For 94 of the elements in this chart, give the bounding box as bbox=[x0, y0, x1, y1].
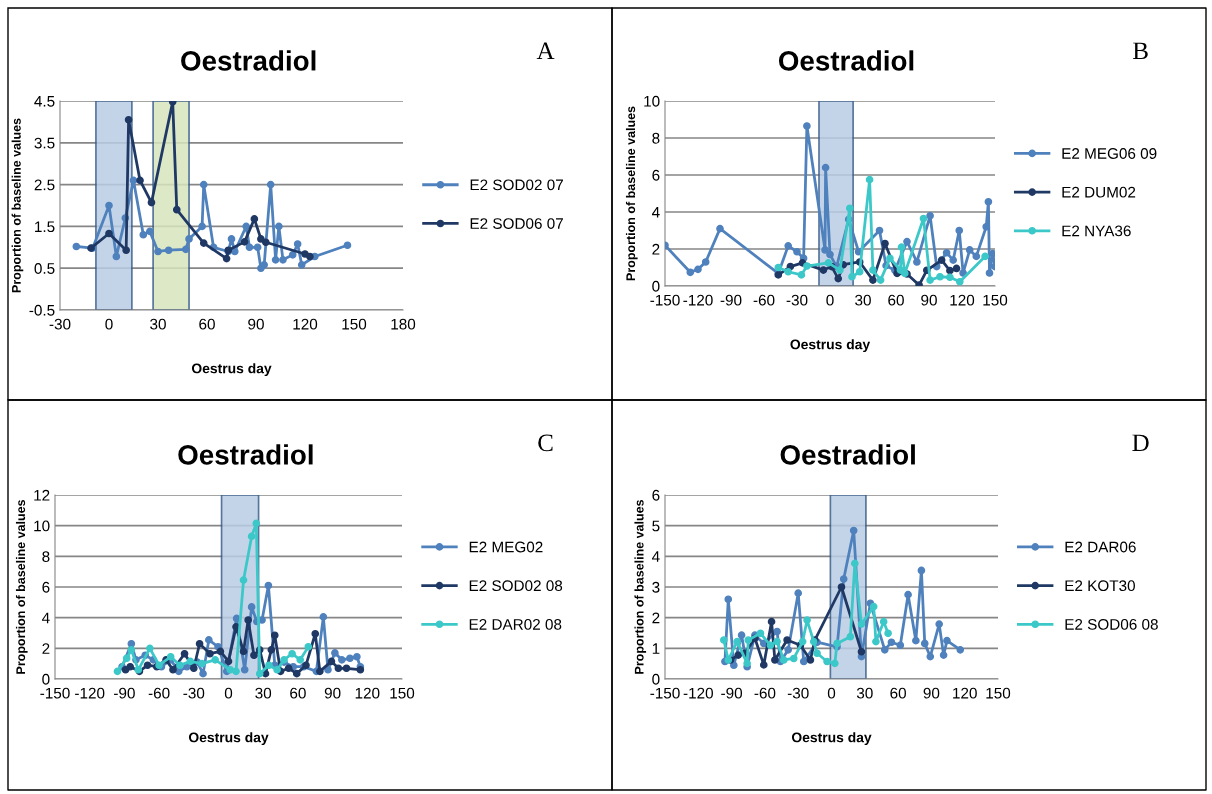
x-axis-title: Oestrus day bbox=[188, 732, 269, 746]
legend-label: E2 SOD02 08 bbox=[469, 580, 563, 592]
legend-label: E2 DAR06 bbox=[1065, 541, 1136, 553]
x-tick-label: -120 bbox=[75, 687, 105, 699]
x-tick-label: 30 bbox=[150, 318, 166, 330]
y-tick-label: 0 bbox=[42, 673, 50, 685]
y-tick-label: 0 bbox=[652, 280, 660, 292]
x-tick-label: -120 bbox=[683, 687, 713, 699]
y-axis-title: Proportion of baseline values bbox=[11, 118, 24, 293]
y-tick-label: 6 bbox=[652, 169, 660, 181]
y-tick-label: 6 bbox=[652, 489, 660, 501]
x-tick-label: -150 bbox=[650, 687, 680, 699]
y-tick-label: 1.5 bbox=[35, 221, 55, 233]
y-tick-label: 8 bbox=[652, 132, 660, 144]
x-tick-label: -30 bbox=[786, 294, 808, 306]
x-tick-label: 60 bbox=[890, 687, 906, 699]
x-tick-label: 120 bbox=[950, 294, 975, 306]
y-tick-label: 0.5 bbox=[34, 263, 55, 274]
x-tick-label: 150 bbox=[983, 294, 1008, 306]
y-tick-label: 2 bbox=[652, 612, 660, 624]
y-tick-label: 3.5 bbox=[34, 137, 55, 149]
chart-title: Oestradiol bbox=[778, 50, 914, 71]
y-tick-label: 10 bbox=[34, 520, 50, 532]
x-tick-label: -60 bbox=[754, 687, 776, 699]
x-tick-label: -30 bbox=[787, 687, 809, 699]
x-tick-label: 0 bbox=[826, 294, 834, 306]
x-tick-label: -30 bbox=[49, 318, 71, 330]
x-tick-label: 0 bbox=[224, 687, 233, 699]
legend-label: E2 MEG02 bbox=[469, 541, 543, 553]
x-tick-label: 150 bbox=[342, 318, 367, 330]
y-tick-label: 6 bbox=[42, 581, 50, 593]
x-tick-label: 60 bbox=[290, 687, 306, 699]
x-tick-label: -90 bbox=[721, 687, 743, 699]
y-tick-label: 0 bbox=[652, 673, 660, 685]
text: B bbox=[1133, 42, 1148, 60]
y-tick-label: 2 bbox=[652, 243, 660, 255]
x-tick-label: 150 bbox=[390, 687, 415, 699]
y-tick-label: 4 bbox=[651, 551, 660, 562]
x-tick-label: -60 bbox=[753, 294, 775, 306]
text: A bbox=[536, 42, 555, 60]
y-tick-label: 5 bbox=[652, 520, 660, 532]
x-tick-label: 90 bbox=[923, 687, 940, 699]
y-axis-title: Proportion of baseline values bbox=[15, 499, 28, 674]
x-tick-label: 120 bbox=[953, 687, 977, 699]
x-tick-label: 90 bbox=[324, 687, 341, 699]
x-tick-label: 0 bbox=[105, 318, 113, 330]
y-tick-label: 4 bbox=[41, 612, 50, 624]
y-tick-label: 2 bbox=[42, 643, 50, 654]
legend-label: E2 MEG06 09 bbox=[1062, 148, 1157, 159]
x-tick-label: 30 bbox=[856, 687, 873, 699]
x-tick-label: -120 bbox=[683, 294, 713, 306]
chart-title: Oestradiol bbox=[181, 50, 316, 71]
y-tick-label: -0.5 bbox=[29, 304, 55, 316]
x-tick-label: -30 bbox=[183, 687, 205, 699]
chart-title: Oestradiol bbox=[780, 444, 915, 465]
x-tick-label: 30 bbox=[255, 687, 272, 699]
legend-label: E2 NYA36 bbox=[1062, 225, 1131, 237]
x-tick-label: 90 bbox=[921, 294, 937, 306]
x-tick-label: 180 bbox=[391, 318, 416, 330]
x-tick-label: -60 bbox=[148, 687, 170, 699]
legend-label: E2 DUM02 bbox=[1062, 186, 1136, 198]
x-tick-label: -90 bbox=[114, 687, 135, 699]
x-tick-label: 120 bbox=[355, 687, 380, 699]
x-tick-label: -150 bbox=[40, 687, 70, 699]
x-tick-label: 90 bbox=[248, 318, 264, 330]
y-tick-label: 4 bbox=[651, 207, 660, 218]
x-axis-title: Oestrus day bbox=[791, 732, 872, 746]
legend-label: E2 SOD02 07 bbox=[470, 179, 563, 191]
x-axis-title: Oestrus day bbox=[191, 363, 272, 377]
text: D bbox=[1132, 434, 1149, 452]
x-tick-label: -90 bbox=[720, 294, 742, 306]
x-tick-label: 60 bbox=[199, 318, 215, 330]
y-tick-label: 8 bbox=[42, 551, 50, 563]
y-tick-label: 2.5 bbox=[34, 179, 55, 191]
text: C bbox=[538, 434, 553, 452]
x-axis-title: Oestrus day bbox=[790, 339, 871, 353]
y-axis-title: Proportion of baseline values bbox=[625, 106, 638, 281]
legend-label: E2 SOD06 08 bbox=[1065, 618, 1158, 630]
y-tick-label: 10 bbox=[644, 95, 660, 107]
y-tick-label: 4.5 bbox=[34, 96, 55, 107]
chart-title: Oestradiol bbox=[178, 444, 313, 465]
x-tick-label: 30 bbox=[855, 294, 871, 306]
y-tick-label: 1 bbox=[652, 643, 660, 654]
y-axis-title: Proportion of baseline values bbox=[634, 499, 647, 674]
legend-label: E2 SOD06 07 bbox=[470, 218, 563, 229]
x-tick-label: 0 bbox=[827, 687, 836, 699]
y-tick-label: 3 bbox=[652, 581, 660, 593]
x-tick-label: 60 bbox=[888, 294, 904, 306]
legend-label: E2 DAR02 08 bbox=[469, 618, 562, 630]
x-tick-label: 120 bbox=[293, 318, 318, 330]
x-tick-label: -150 bbox=[650, 294, 680, 306]
legend-label: E2 KOT30 bbox=[1065, 580, 1135, 592]
x-tick-label: 150 bbox=[986, 687, 1011, 699]
y-tick-label: 12 bbox=[34, 489, 50, 501]
